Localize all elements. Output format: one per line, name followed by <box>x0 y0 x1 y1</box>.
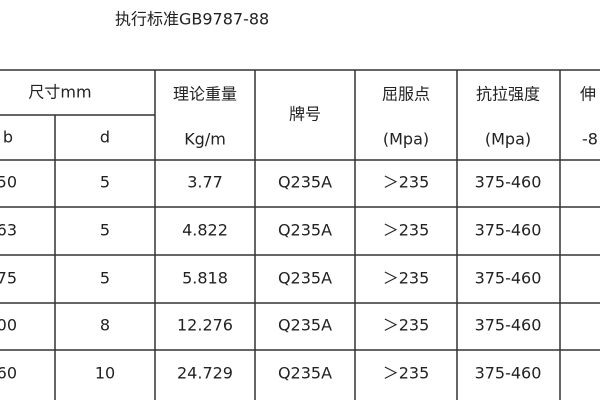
table-cell: 3.77 <box>187 173 223 192</box>
table-cell: 50 <box>0 173 17 192</box>
table-body: 50 5 3.77 Q235A ＞235 375-460 63 5 4.822 Q235A ＞235… <box>0 173 541 383</box>
table-cell: 5 <box>100 173 110 192</box>
table-cell: Q235A <box>278 221 332 240</box>
table-cell: 63 <box>0 221 17 240</box>
table-cell: 375-460 <box>475 316 542 335</box>
header-cell: 尺寸mm <box>28 83 91 102</box>
table-cell: 12.276 <box>177 316 233 335</box>
table-cell: 375-460 <box>475 173 542 192</box>
header-cell: d <box>100 128 110 147</box>
table-cell: 00 <box>0 316 17 335</box>
header-cell: 理论重量 <box>173 85 237 104</box>
header-cell: b <box>3 128 13 147</box>
header-cell: Kg/m <box>184 130 226 149</box>
table-cell: 5.818 <box>182 269 228 288</box>
table-cell: 5 <box>100 269 110 288</box>
table-cell: 10 <box>95 364 115 383</box>
title: 执行标准GB9787-88 <box>115 10 269 29</box>
table-cell: ＞235 <box>383 221 430 240</box>
table-cell: 375-460 <box>475 221 542 240</box>
header-cell: 抗拉强度 <box>476 85 540 104</box>
header-cell: 屈服点 <box>382 85 430 104</box>
table-cell: ＞235 <box>383 316 430 335</box>
table-cell: ＞235 <box>383 173 430 192</box>
header-cell: (Mpa) <box>485 130 531 149</box>
table-cell: 4.822 <box>182 221 228 240</box>
table-cell: 75 <box>0 269 17 288</box>
table-cell: Q235A <box>278 173 332 192</box>
table-cell: Q235A <box>278 269 332 288</box>
table-cell: 8 <box>100 316 110 335</box>
table-cell: ＞235 <box>383 269 430 288</box>
table-cell: Q235A <box>278 316 332 335</box>
table-cell: ＞235 <box>383 364 430 383</box>
grid <box>0 69 600 400</box>
table-cell: 375-460 <box>475 364 542 383</box>
table-cell: Q235A <box>278 364 332 383</box>
table-cell: 5 <box>100 221 110 240</box>
header-cell: (Mpa) <box>383 130 429 149</box>
header-cell: -8 <box>582 130 598 149</box>
table-cell: 60 <box>0 364 17 383</box>
table-cell: 24.729 <box>177 364 233 383</box>
table-cell: 375-460 <box>475 269 542 288</box>
header-cell: 伸 <box>580 85 596 104</box>
header-cell: 牌号 <box>289 105 321 124</box>
